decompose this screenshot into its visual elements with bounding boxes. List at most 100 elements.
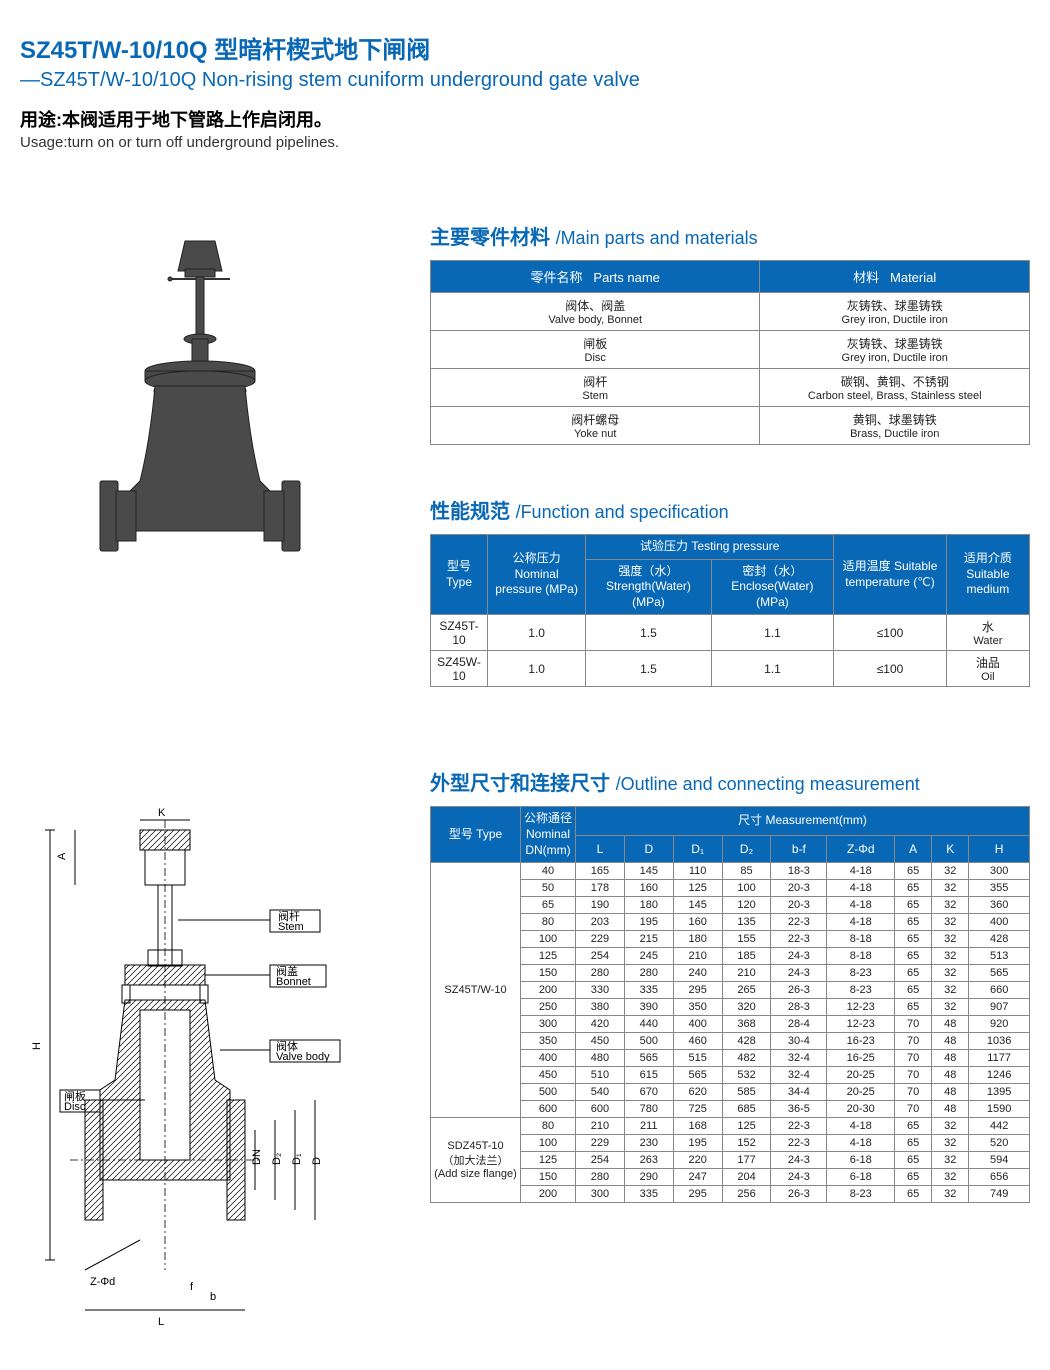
cell: 290 <box>624 1169 673 1186</box>
dim-f: f <box>190 1281 194 1293</box>
cell: 1.0 <box>488 615 586 651</box>
technical-diagram: H K A 阀杆 Stem <box>30 800 410 1340</box>
cell: 70 <box>895 1084 932 1101</box>
usage-cn: 用途:本阀适用于地下管路上作启闭用。 <box>20 106 1030 132</box>
cell: 428 <box>722 1033 771 1050</box>
cell: 48 <box>932 1033 969 1050</box>
table-row: 阀杆Stem 碳钢、黄铜、不锈钢Carbon steel, Brass, Sta… <box>431 369 1030 407</box>
spec-h-str: 强度（水） Strength(Water) (MPa) <box>586 559 711 615</box>
cell: 355 <box>969 880 1030 897</box>
cell: 28-3 <box>771 999 827 1016</box>
cell: 65 <box>895 1118 932 1135</box>
table-row: 30042044040036828-412-237048920 <box>431 1016 1030 1033</box>
cell: 210 <box>576 1118 625 1135</box>
cell: ≤100 <box>834 651 947 687</box>
spec-h-np: 公称压力 Nominal pressure (MPa) <box>488 535 586 615</box>
dims-table: 型号 Type 公称通径 Nominal DN(mm) 尺寸 Measureme… <box>430 806 1030 1203</box>
table-row: 12525426322017724-36-186532594 <box>431 1152 1030 1169</box>
dim-d2: D₂ <box>271 1153 283 1165</box>
cell: 4-18 <box>827 1118 895 1135</box>
dims-h-type: 型号 Type <box>431 807 521 863</box>
cell: SZ45T-10 <box>431 615 488 651</box>
cell: 黄铜、球墨铸铁Brass, Ductile iron <box>760 407 1030 445</box>
dims-col: D₂ <box>722 836 771 863</box>
cell: 32 <box>932 914 969 931</box>
cell: 150 <box>521 965 576 982</box>
cell: 32 <box>932 897 969 914</box>
cell: 阀杆Stem <box>431 369 760 407</box>
cell: 80 <box>521 1118 576 1135</box>
dim-b: b <box>210 1291 216 1303</box>
l: Strength(Water) (MPa) <box>606 579 691 609</box>
cell: 48 <box>932 1050 969 1067</box>
l: Testing pressure <box>691 539 779 553</box>
dims-col: Z-Φd <box>827 836 895 863</box>
table-row: 闸板Disc 灰铸铁、球墨铸铁Grey iron, Ductile iron <box>431 331 1030 369</box>
cell: 16-25 <box>827 1050 895 1067</box>
l: Suitable medium <box>966 567 1009 597</box>
table-row: 12525424521018524-38-186532513 <box>431 948 1030 965</box>
cell: 16-23 <box>827 1033 895 1050</box>
cell: 907 <box>969 999 1030 1016</box>
cell: 265 <box>722 982 771 999</box>
cell: 500 <box>521 1084 576 1101</box>
cell: 24-3 <box>771 948 827 965</box>
spec-h-test: 试验压力 Testing pressure <box>586 535 834 560</box>
cell: 36-5 <box>771 1101 827 1118</box>
cell: 245 <box>624 948 673 965</box>
dims-col: H <box>969 836 1030 863</box>
cell: 204 <box>722 1169 771 1186</box>
cell: 32 <box>932 1135 969 1152</box>
cell: 20-3 <box>771 897 827 914</box>
cell: 145 <box>624 863 673 880</box>
label-bonnet-en: Bonnet <box>276 976 311 988</box>
cell: 532 <box>722 1067 771 1084</box>
cell: 300 <box>969 863 1030 880</box>
cell: 178 <box>576 880 625 897</box>
dim-d: D <box>311 1157 323 1165</box>
l: Measurement(mm) <box>766 813 867 827</box>
cell: 230 <box>624 1135 673 1152</box>
cell: 620 <box>673 1084 722 1101</box>
cell: 565 <box>673 1067 722 1084</box>
cell: 65 <box>895 880 932 897</box>
cell: 40 <box>521 863 576 880</box>
l: 密封（水） <box>742 564 802 578</box>
cell: 32 <box>932 982 969 999</box>
materials-table: 零件名称 Parts name 材料 Material 阀体、阀盖Valve b… <box>430 260 1030 445</box>
cell: 12-23 <box>827 1016 895 1033</box>
cell: 1.0 <box>488 651 586 687</box>
cell: 215 <box>624 931 673 948</box>
table-row: SZ45T-10 1.0 1.5 1.1 ≤100 水Water <box>431 615 1030 651</box>
cell: 350 <box>521 1033 576 1050</box>
mat-col2-cn: 材料 <box>853 270 879 285</box>
cell: 615 <box>624 1067 673 1084</box>
cell: 600 <box>521 1101 576 1118</box>
dims-col: D₁ <box>673 836 722 863</box>
cell: 4-18 <box>827 897 895 914</box>
cell: 65 <box>895 863 932 880</box>
cell: 515 <box>673 1050 722 1067</box>
cell: 125 <box>673 880 722 897</box>
cell: 1246 <box>969 1067 1030 1084</box>
cell: 200 <box>521 982 576 999</box>
cell: 32 <box>932 863 969 880</box>
label-stem-en: Stem <box>278 921 304 933</box>
cell: 4-18 <box>827 914 895 931</box>
cell: 220 <box>673 1152 722 1169</box>
cell: 160 <box>673 914 722 931</box>
cell: SZ45W-10 <box>431 651 488 687</box>
table-row: 40048056551548232-416-2570481177 <box>431 1050 1030 1067</box>
spec-title-cn: 性能规范 <box>430 501 510 523</box>
table-row: 10022921518015522-38-186532428 <box>431 931 1030 948</box>
cell: 110 <box>673 863 722 880</box>
cell: 32 <box>932 948 969 965</box>
cell: 4-18 <box>827 863 895 880</box>
spec-title: 性能规范 /Function and specification <box>430 495 1030 524</box>
cell: 330 <box>576 982 625 999</box>
cell: 600 <box>576 1101 625 1118</box>
cell: 660 <box>969 982 1030 999</box>
cell: 350 <box>673 999 722 1016</box>
l: Enclose(Water) (MPa) <box>731 579 813 609</box>
cell: 500 <box>624 1033 673 1050</box>
